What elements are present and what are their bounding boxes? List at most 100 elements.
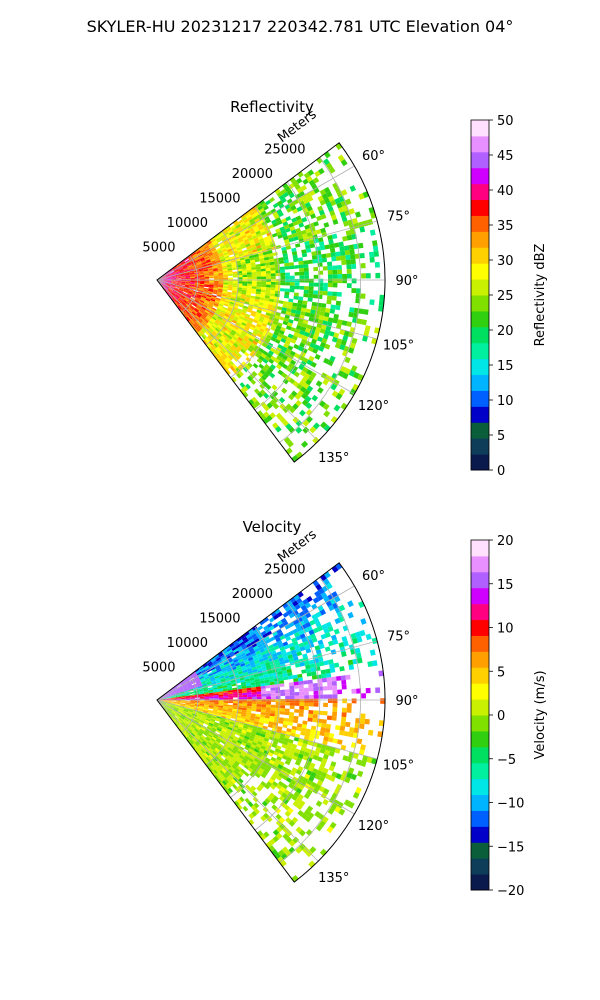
radar-gate	[242, 703, 248, 706]
radar-gate	[318, 270, 324, 275]
radar-gate	[348, 347, 355, 354]
radar-gate	[198, 709, 204, 712]
radar-gate	[218, 705, 224, 708]
radar-gate	[212, 743, 218, 748]
radar-gate	[213, 688, 219, 692]
radar-gate	[292, 836, 300, 844]
radar-gate	[186, 715, 191, 719]
radar-gate	[287, 721, 293, 726]
radar-gate	[322, 767, 329, 774]
radar-gate	[285, 375, 292, 382]
radar-gate	[312, 259, 318, 264]
radar-gate	[197, 745, 203, 751]
radar-gate	[305, 244, 311, 250]
radar-gate	[334, 617, 341, 625]
radar-gate	[321, 723, 327, 728]
colorbar-swatch	[471, 438, 489, 455]
radar-gate	[186, 263, 192, 267]
radar-gate	[328, 195, 335, 202]
radar-gate	[288, 192, 295, 199]
radar-gate	[296, 726, 302, 732]
radar-gate	[166, 698, 172, 699]
radar-gate	[301, 669, 307, 674]
radar-gate	[174, 286, 180, 289]
radar-gate	[332, 219, 339, 225]
radar-gate	[312, 436, 320, 444]
radar-gate	[180, 722, 185, 727]
radar-gate	[208, 705, 214, 708]
radar-gate	[327, 640, 334, 647]
radar-gate	[232, 691, 238, 694]
radar-gate	[331, 372, 338, 380]
radar-gate	[250, 342, 257, 348]
radar-gate	[285, 275, 290, 280]
radar-gate	[174, 721, 179, 727]
radar-gate	[296, 626, 303, 632]
radar-gate	[196, 725, 202, 729]
radar-gate	[301, 217, 308, 223]
radar-gate	[223, 694, 229, 697]
radar-gate	[283, 317, 290, 323]
radar-gate	[266, 415, 273, 422]
radar-gate	[252, 234, 258, 240]
radar-gate	[283, 259, 289, 264]
radar-gate	[222, 306, 228, 311]
radar-gate	[296, 383, 303, 390]
radar-gate	[255, 210, 261, 216]
radar-gate	[331, 676, 337, 682]
radar-gate	[202, 252, 208, 257]
radar-gate	[180, 697, 186, 699]
radar-gate	[225, 756, 231, 762]
radar-gate	[254, 745, 261, 751]
radar-gate	[250, 244, 256, 248]
radar-gate	[340, 675, 346, 681]
radar-gate	[176, 720, 181, 725]
radar-gate	[166, 278, 172, 279]
colorbar-tick-label: 20	[497, 534, 514, 549]
radar-gate	[217, 713, 222, 716]
radar-gate	[325, 201, 332, 208]
radar-gate	[292, 755, 298, 761]
radar-gate	[311, 637, 318, 643]
radar-gate	[221, 348, 227, 354]
radar-gate	[313, 698, 319, 703]
radar-gate	[288, 612, 295, 619]
radar-gate	[332, 282, 338, 288]
radar-gate	[244, 640, 251, 646]
radar-gate	[232, 703, 238, 706]
radar-gate	[237, 671, 244, 675]
radar-gate	[215, 739, 221, 744]
radar-gate	[194, 328, 199, 334]
radar-gate	[228, 693, 233, 696]
radar-gate	[185, 716, 190, 721]
radar-gate	[323, 788, 330, 795]
radar-gate	[221, 768, 227, 774]
colorbar-tick-label: −5	[497, 753, 516, 768]
radar-gate	[282, 406, 289, 414]
radar-gate	[192, 310, 197, 315]
radar-gate	[195, 680, 201, 684]
radar-gate	[188, 307, 194, 312]
radar-gate	[334, 606, 341, 614]
radar-gate	[335, 251, 341, 257]
radar-gate	[197, 332, 202, 337]
radar-gate	[278, 329, 285, 335]
radar-gate	[250, 312, 256, 317]
radar-gate	[242, 694, 248, 698]
radar-gate	[179, 270, 185, 273]
radar-gate	[334, 197, 341, 205]
radar-gate	[172, 266, 177, 270]
radar-gate	[215, 258, 221, 262]
radar-gate	[342, 235, 348, 242]
radar-gate	[204, 274, 210, 277]
radar-gate	[248, 647, 255, 653]
radar-gate	[191, 295, 197, 298]
radar-gate	[219, 663, 225, 668]
radar-gate	[213, 696, 219, 699]
radar-gate	[344, 367, 351, 375]
radar-gate	[192, 302, 198, 307]
radar-gate	[264, 747, 271, 752]
radar-gate	[347, 611, 354, 619]
radar-gate	[263, 317, 270, 322]
radar-gate	[182, 686, 188, 689]
